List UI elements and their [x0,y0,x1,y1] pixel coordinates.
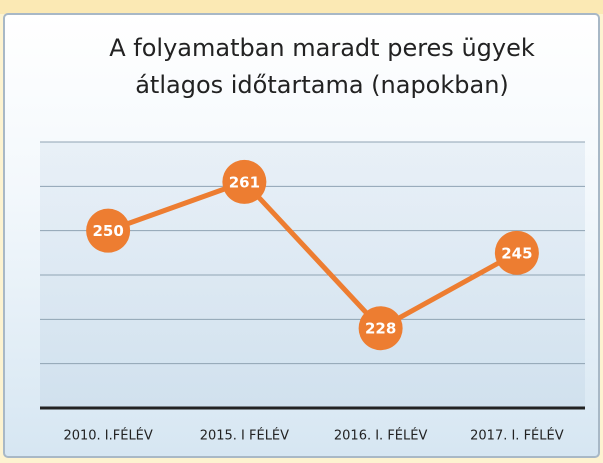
chart-title: átlagos időtartama (napokban) [135,71,509,99]
point [86,208,131,253]
point [358,306,403,351]
top-strip [0,0,603,14]
x-tick-label: 2010. I.FÉLÉV [63,428,152,444]
x-tick-label: 2016. I. FÉLÉV [334,428,428,444]
x-tick-label: 2017. I. FÉLÉV [470,428,564,444]
data-label: 228 [365,320,396,338]
x-tick-label: 2015. I FÉLÉV [200,428,289,444]
line [107,179,519,331]
chart-title: A folyamatban maradt peres ügyek [109,34,535,62]
data-label: 250 [92,222,123,240]
point [494,230,539,275]
data-label: 245 [501,244,532,262]
point [222,159,267,204]
data-label: 261 [229,173,260,191]
